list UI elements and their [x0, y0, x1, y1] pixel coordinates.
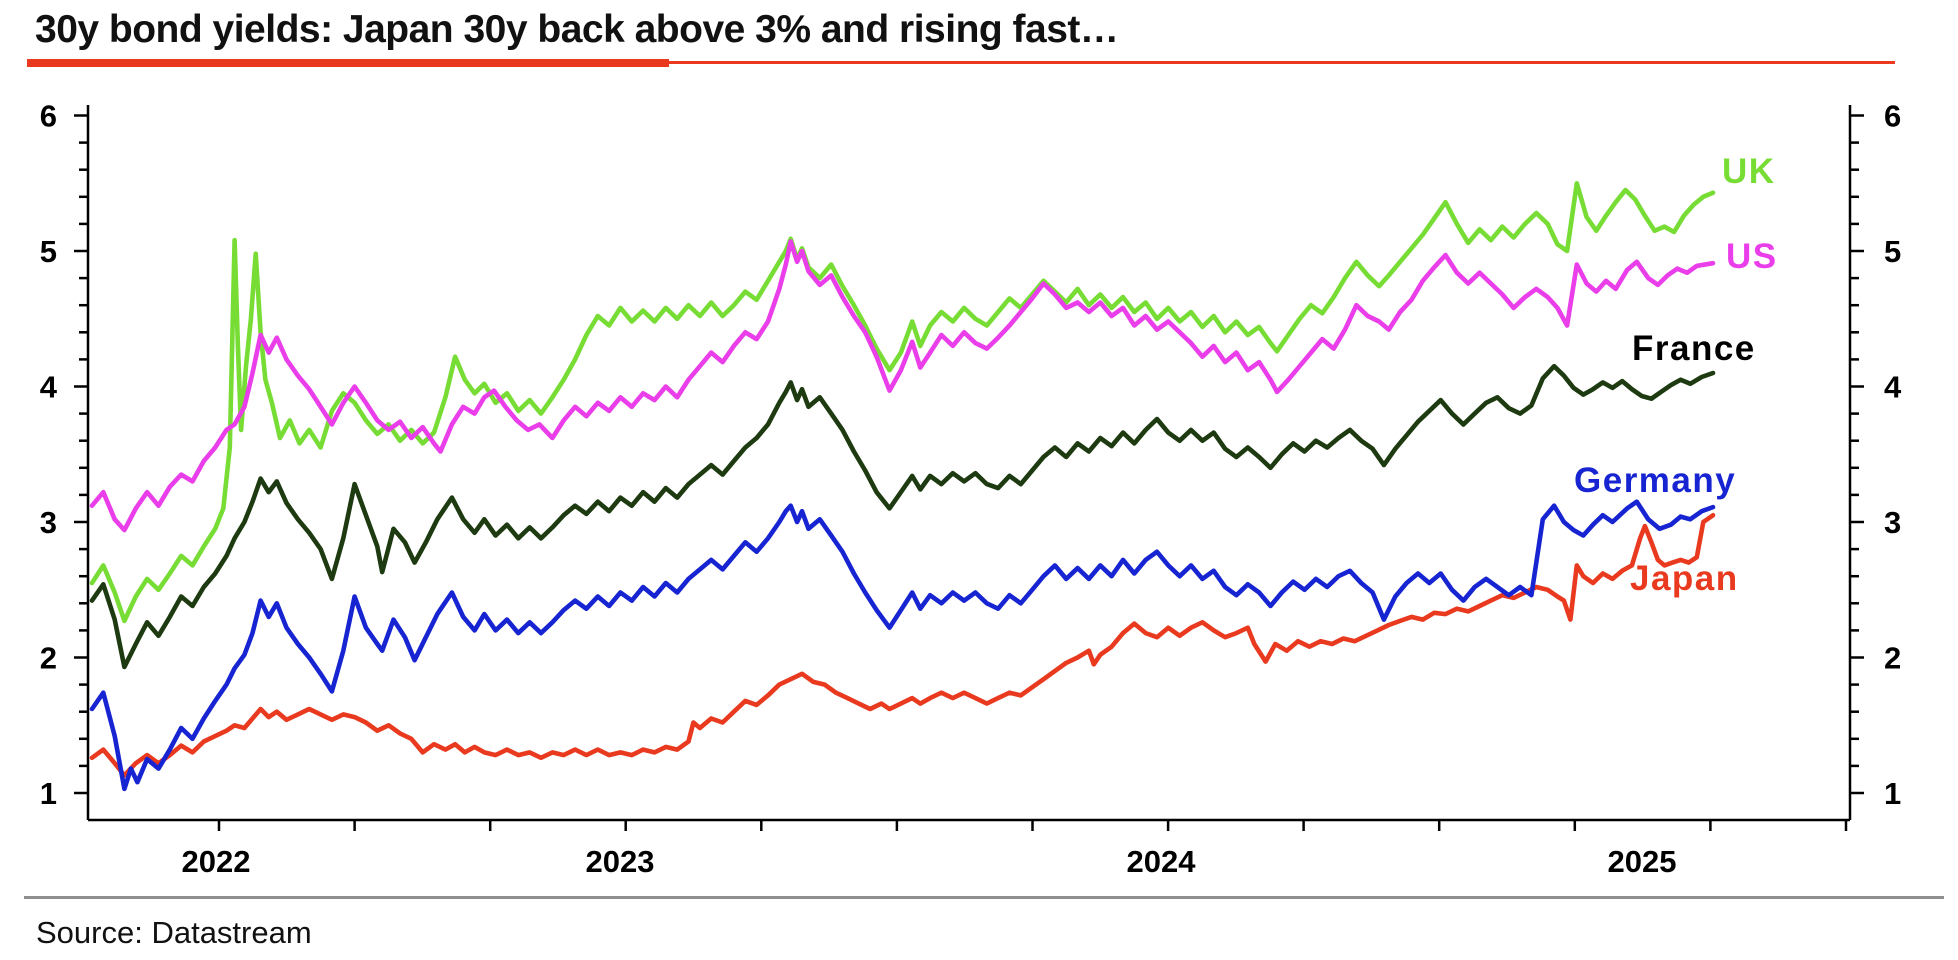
title-underline-accent	[27, 59, 669, 67]
series-line-france	[89, 363, 1716, 670]
x-year-label-2023: 2023	[586, 844, 655, 879]
legend-label-us: US	[1726, 237, 1778, 276]
axis-labels: 1 1 2 2 3 3 4 4 5 5 6 6 2022 2023 2024 2025	[40, 99, 1902, 880]
title-underline-rule	[669, 61, 1895, 64]
y-axis-label-right-5: 5	[1884, 234, 1901, 269]
y-axis-label-right-4: 4	[1884, 370, 1902, 405]
series-line-us	[89, 239, 1716, 533]
legend-label-japan: Japan	[1630, 559, 1739, 598]
y-axis-label-left-3: 3	[40, 505, 57, 540]
series-line-germany	[89, 499, 1716, 792]
legend-label-germany: Germany	[1574, 461, 1736, 500]
y-axis-label-right-3: 3	[1884, 505, 1901, 540]
y-axis-label-right-1: 1	[1884, 776, 1901, 811]
axis-ticks	[74, 114, 1864, 831]
x-year-label-2025: 2025	[1608, 844, 1677, 879]
source-divider	[24, 896, 1944, 899]
series-lines	[89, 181, 1716, 792]
y-axis-label-left-1: 1	[40, 776, 57, 811]
chart-title: 30y bond yields: Japan 30y back above 3%…	[35, 8, 1119, 51]
y-axis-label-left-4: 4	[40, 370, 58, 405]
series-line-japan	[89, 512, 1716, 778]
series-line-uk	[89, 181, 1716, 624]
y-axis-label-left-6: 6	[40, 99, 57, 134]
y-axis-label-right-6: 6	[1884, 99, 1901, 134]
y-axis-label-left-2: 2	[40, 641, 57, 676]
y-axis-label-right-2: 2	[1884, 641, 1901, 676]
x-year-label-2022: 2022	[182, 844, 251, 879]
legend-label-uk: UK	[1722, 152, 1776, 191]
x-year-label-2024: 2024	[1127, 844, 1197, 879]
y-axis-label-left-5: 5	[40, 234, 57, 269]
source-text: Source: Datastream	[36, 915, 312, 950]
legend-label-france: France	[1632, 329, 1756, 368]
series-legend: UK France Japan Germany US	[1574, 152, 1778, 598]
